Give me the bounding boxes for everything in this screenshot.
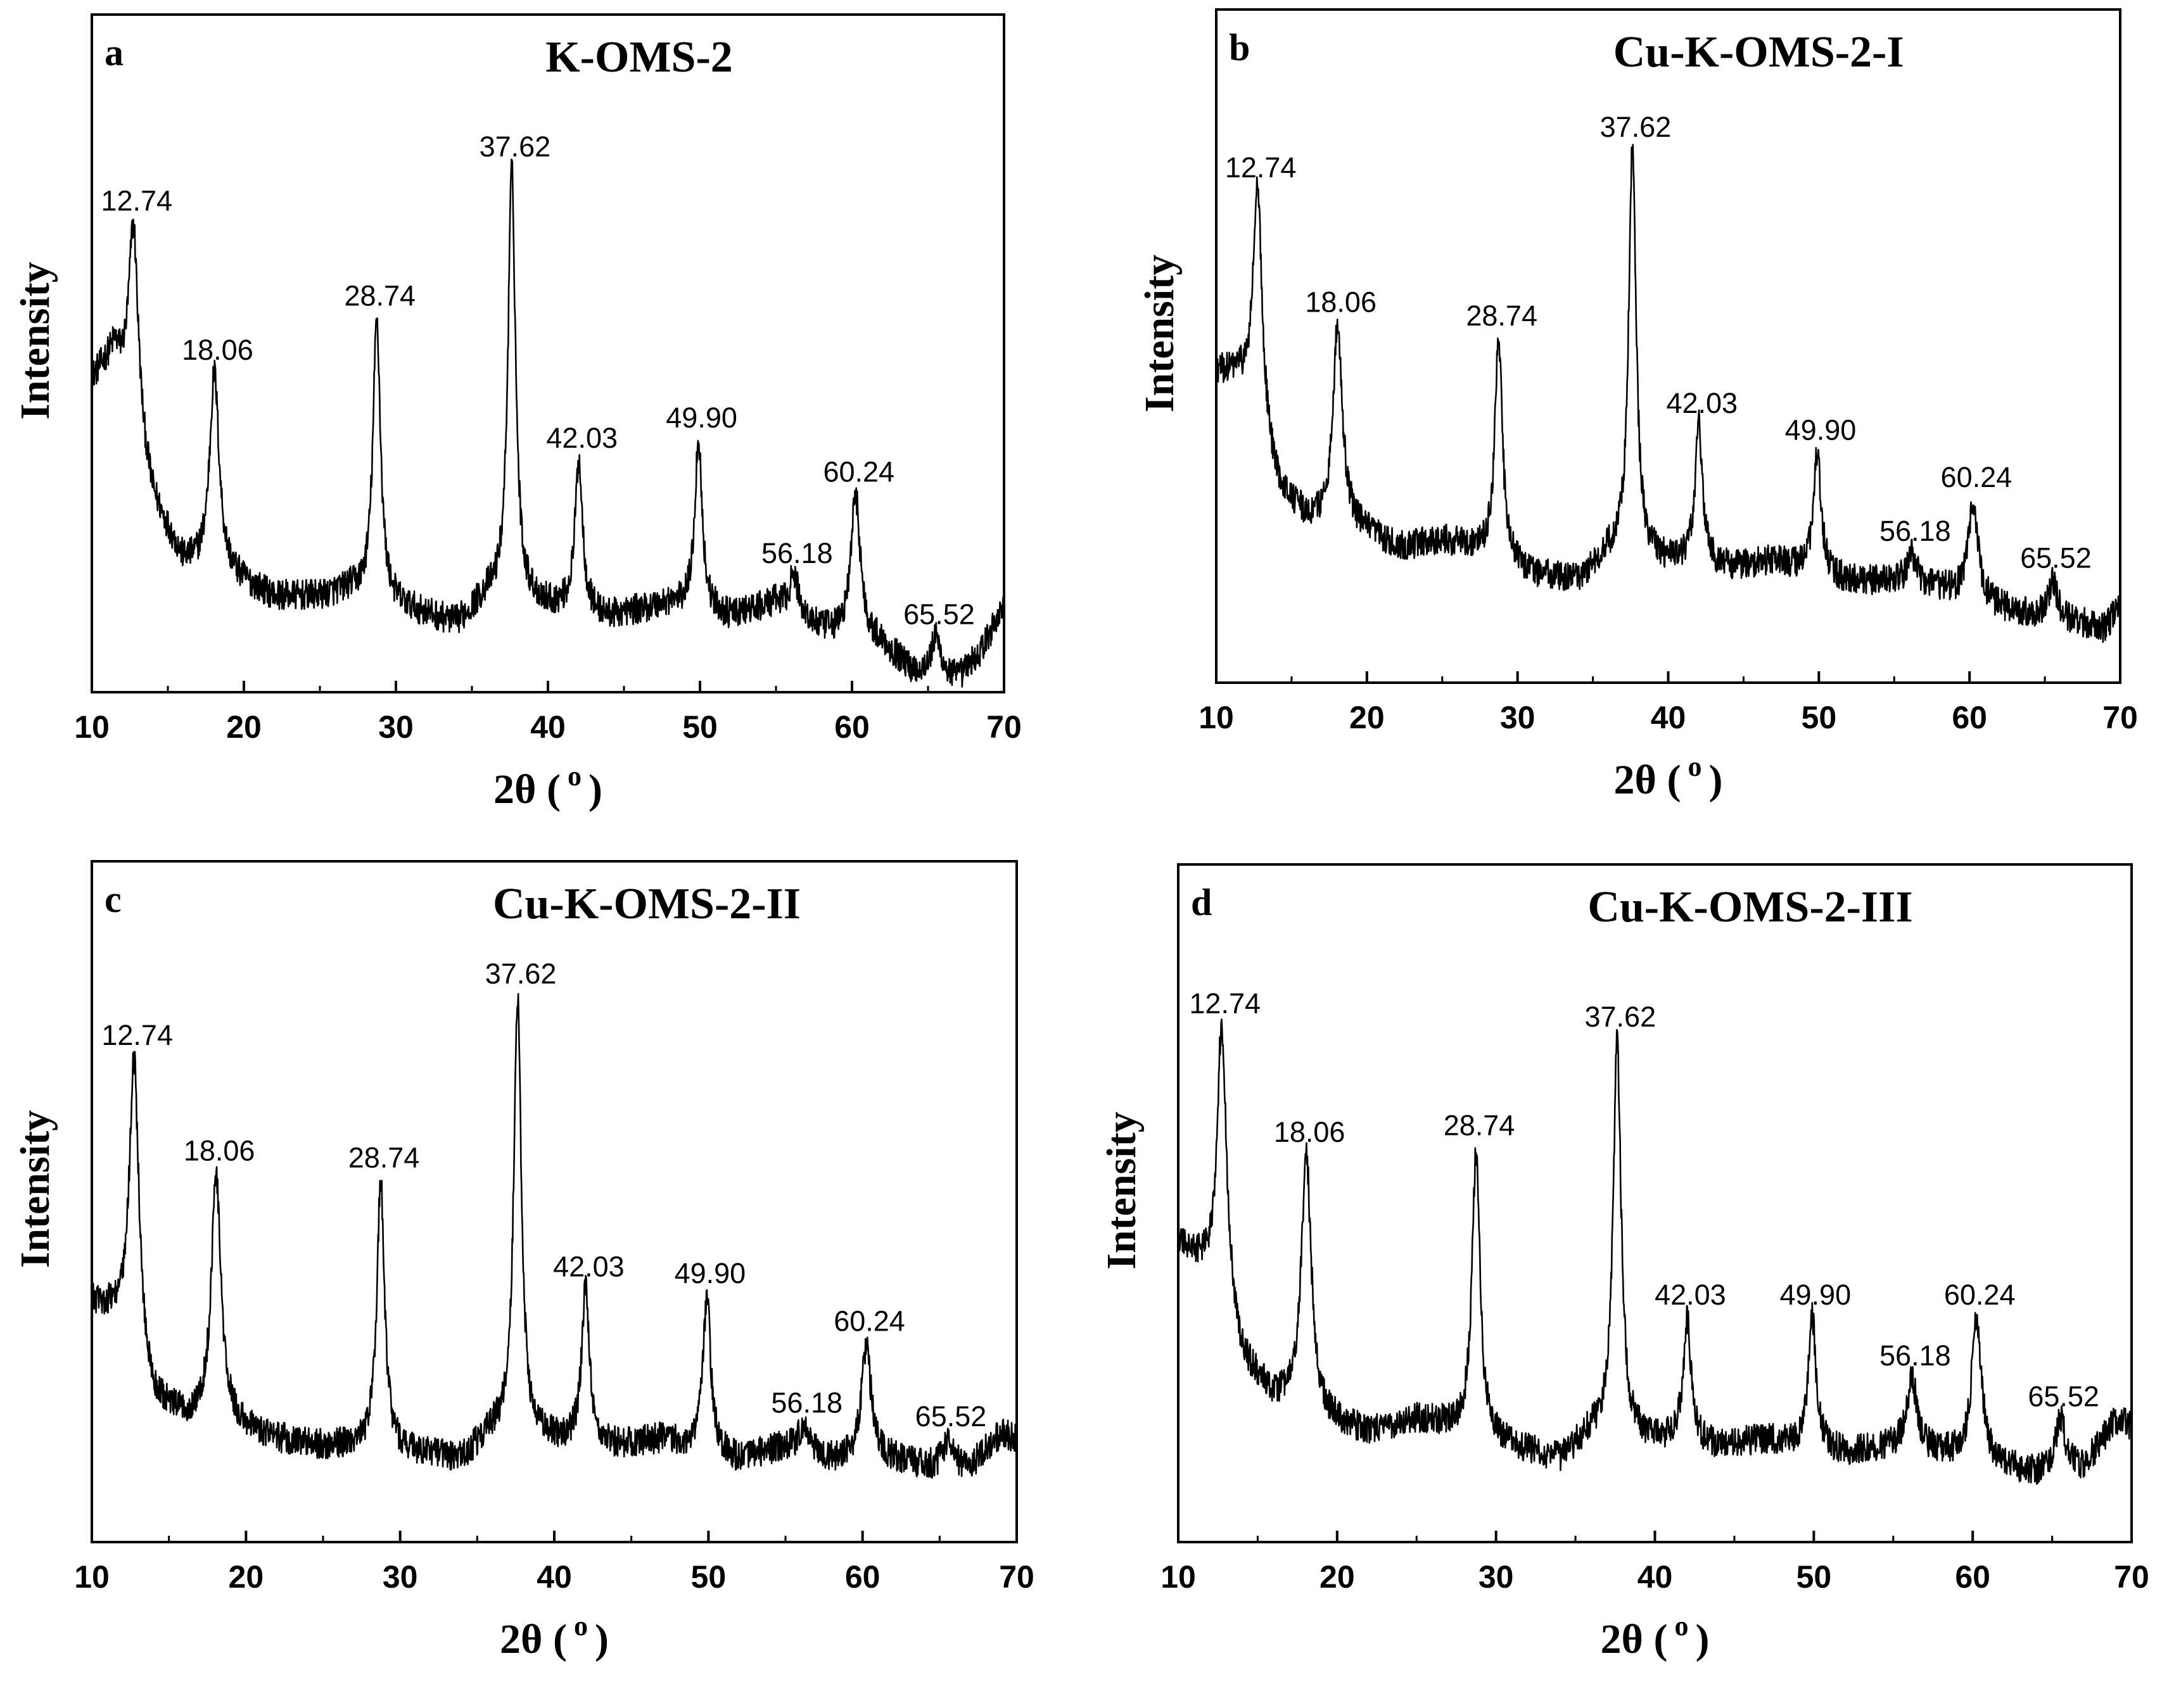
x-tick-label: 20 <box>229 1559 264 1595</box>
x-tick-label: 30 <box>1500 700 1536 735</box>
peak-label: 49.90 <box>675 1257 746 1289</box>
panel-letter: c <box>105 878 122 920</box>
x-tick-label: 70 <box>999 1559 1034 1595</box>
peak-label: 56.18 <box>771 1386 843 1419</box>
x-tick-label: 40 <box>537 1559 572 1595</box>
x-tick-label: 60 <box>834 709 870 745</box>
chart-panel-b: 10 20 30 40 50 60 70 2θ ( o ) Intensity b Cu-K-OMS… <box>1136 8 2138 803</box>
xrd-trace <box>91 993 1018 1479</box>
peak-label: 49.90 <box>666 402 737 434</box>
xrd-trace <box>1177 1018 2133 1485</box>
x-tick-label: 30 <box>1478 1559 1514 1595</box>
peak-label: 37.62 <box>1584 1001 1656 1033</box>
panel-letter: a <box>105 32 124 73</box>
x-tick-label: 40 <box>1637 1559 1673 1595</box>
peak-label: 65.52 <box>915 1400 987 1433</box>
chart-panel-c: 10 20 30 40 50 60 70 2θ ( o ) Intensity c Cu-K-OMS… <box>12 860 1034 1662</box>
peak-label: 18.06 <box>182 334 253 366</box>
panel-letter: b <box>1229 27 1250 68</box>
peak-label: 12.74 <box>1225 151 1297 184</box>
peak-label: 60.24 <box>834 1305 905 1337</box>
y-axis-title: Intensity <box>12 1110 58 1268</box>
peak-label: 18.06 <box>1274 1116 1345 1148</box>
chart-panel-a: 10 20 30 40 50 60 70 2θ ( o ) Intensity a K-OMS-2 1… <box>12 13 1022 813</box>
x-tick-label: 10 <box>1199 700 1234 735</box>
peak-label: 60.24 <box>823 456 894 488</box>
peak-label: 42.03 <box>1655 1279 1726 1311</box>
peak-label: 60.24 <box>1944 1279 2016 1311</box>
peak-label: 42.03 <box>1666 387 1738 419</box>
panel-letter: d <box>1191 882 1212 923</box>
x-tick-label: 50 <box>1802 700 1837 735</box>
peak-label: 18.06 <box>1305 286 1377 319</box>
x-tick-label: 20 <box>1319 1559 1355 1595</box>
x-tick-label: 50 <box>1796 1559 1832 1595</box>
x-tick-label: 30 <box>383 1559 418 1595</box>
x-tick-label: 60 <box>1952 700 1987 735</box>
x-tick-label: 40 <box>1651 700 1686 735</box>
x-tick-label: 40 <box>530 709 566 745</box>
peak-label: 56.18 <box>1879 515 1951 547</box>
peak-label: 12.74 <box>101 1019 173 1051</box>
peak-label: 12.74 <box>101 185 172 217</box>
peak-label: 28.74 <box>1444 1109 1515 1141</box>
y-axis-title: Intensity <box>12 262 58 419</box>
peak-label: 65.52 <box>2028 1380 2099 1412</box>
x-tick-label: 50 <box>682 709 718 745</box>
peak-label: 28.74 <box>1466 300 1537 332</box>
peak-label: 37.62 <box>485 958 557 990</box>
peak-label: 37.62 <box>1600 111 1672 143</box>
x-tick-label: 30 <box>378 709 414 745</box>
x-tick-label: 70 <box>986 709 1022 745</box>
y-axis-title: Intensity <box>1098 1111 1145 1269</box>
peak-label: 42.03 <box>546 422 618 454</box>
x-axis-title: 2θ ( o ) <box>1614 751 1723 803</box>
x-tick-label: 10 <box>74 1559 110 1595</box>
sample-title: Cu-K-OMS-2-I <box>1613 28 1904 77</box>
peak-label: 65.52 <box>2020 542 2092 574</box>
x-tick-label: 20 <box>226 709 262 745</box>
x-tick-label: 70 <box>2102 700 2138 735</box>
peak-label: 56.18 <box>1879 1339 1951 1372</box>
peak-label: 37.62 <box>480 130 551 163</box>
x-tick-label: 70 <box>2114 1559 2149 1595</box>
x-tick-label: 60 <box>1955 1559 1990 1595</box>
y-axis-title: Intensity <box>1136 255 1183 412</box>
xrd-trace <box>1215 144 2121 643</box>
peak-label: 49.90 <box>1780 1279 1852 1311</box>
x-axis-title: 2θ ( o ) <box>1601 1610 1710 1662</box>
x-axis-title: 2θ ( o ) <box>500 1610 609 1662</box>
peak-label: 18.06 <box>184 1135 255 1167</box>
sample-title: Cu-K-OMS-2-II <box>493 880 801 928</box>
x-tick-label: 50 <box>691 1559 727 1595</box>
peak-label: 42.03 <box>553 1250 625 1282</box>
peak-label: 28.74 <box>344 280 416 312</box>
x-tick-label: 10 <box>74 709 110 745</box>
xrd-trace <box>91 158 1005 688</box>
sample-title: Cu-K-OMS-2-III <box>1587 883 1912 932</box>
peak-label: 12.74 <box>1189 987 1261 1020</box>
chart-panel-d: 10 20 30 40 50 60 70 2θ ( o ) Intensity d Cu-K-OMS… <box>1098 863 2149 1662</box>
sample-title: K-OMS-2 <box>545 33 733 82</box>
peak-label: 65.52 <box>903 598 975 630</box>
peak-label: 60.24 <box>1941 461 2013 493</box>
peak-label: 56.18 <box>761 537 833 569</box>
peak-label: 49.90 <box>1785 414 1857 446</box>
x-tick-label: 10 <box>1160 1559 1196 1595</box>
x-tick-label: 60 <box>845 1559 881 1595</box>
x-axis-title: 2θ ( o ) <box>493 761 602 813</box>
peak-label: 28.74 <box>348 1141 420 1173</box>
x-tick-label: 20 <box>1349 700 1385 735</box>
